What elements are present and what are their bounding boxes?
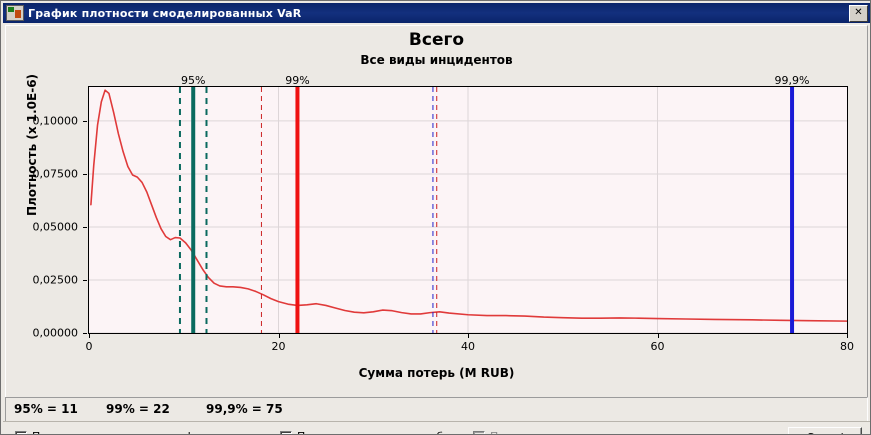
x-tick-label: 0 [85,340,93,353]
y-tick-label: 0,05000 [32,220,79,234]
marker-label-99: 99% [285,74,310,87]
checkbox-sample-intervals-label: Показать интервалы выборки [297,430,471,434]
checkbox-parameter-intervals-box [473,430,485,434]
x-tick-label: 60 [650,340,665,353]
y-tick-label: 0,02500 [32,273,79,287]
x-tick-mark [89,334,90,338]
window-client-area: Всего Все виды инцидентов 95% 99% 99,9% Пл… [3,23,870,434]
y-axis-label: Плотность (x 1.0E-6) [25,73,39,217]
checkbox-log-scale-label: Показать потери в логарифмическом виде [32,430,282,434]
checkbox-sample-intervals-box[interactable] [280,430,292,434]
checkbox-parameter-intervals-label: Показать интервалы параметров [490,430,684,434]
x-tick-mark [468,334,469,338]
y-tick-mark [83,120,87,122]
window-title: График плотности смоделированных VaR [28,6,302,20]
marker-label-999: 99,9% [774,74,810,87]
x-tick-mark [847,334,848,338]
var-stats-row: 95% = 11 99% = 22 99,9% = 75 [5,397,868,423]
y-tick-mark [83,279,87,281]
x-tick-label: 80 [840,340,854,353]
window-titlebar[interactable]: График плотности смоделированных VaR ✕ [3,3,870,23]
x-tick-label: 40 [461,340,475,353]
y-tick-mark [83,173,87,175]
plot-area [88,86,848,334]
checkbox-log-scale[interactable]: Показать потери в логарифмическом виде [15,430,282,434]
density-curve [90,89,847,322]
var-stat: 95% = 11 [14,402,78,416]
bottom-control-bar: Показать потери в логарифмическом виде П… [3,421,870,434]
y-tick-mark [83,333,87,334]
close-icon[interactable]: ✕ [849,5,868,22]
var-stat: 99,9% = 75 [206,402,283,416]
checkbox-parameter-intervals: Показать интервалы параметров [473,430,684,434]
checkbox-sample-intervals[interactable]: Показать интервалы выборки [280,430,471,434]
y-tick-label: 0,10000 [32,114,79,128]
y-tick-mark [83,226,87,228]
cancel-button[interactable]: Cancel [788,427,862,434]
y-tick-label: 0,00000 [32,326,79,340]
x-axis-label: Сумма потерь (M RUB) [358,366,515,380]
y-tick-label: 0,07500 [32,167,79,181]
chart-title: Всего [408,30,465,50]
chart-subtitle: Все виды инцидентов [360,53,513,67]
chart-panel: Всего Все виды инцидентов 95% 99% 99,9% Пл… [5,25,868,398]
var-stat: 99% = 22 [106,402,170,416]
marker-label-95: 95% [180,74,206,87]
checkbox-log-scale-box[interactable] [15,430,27,434]
x-tick-mark [657,334,659,338]
density-curve-svg [89,87,847,333]
x-tick-mark [278,334,280,338]
chart-app-icon [6,5,24,21]
x-tick-label: 20 [271,340,286,353]
